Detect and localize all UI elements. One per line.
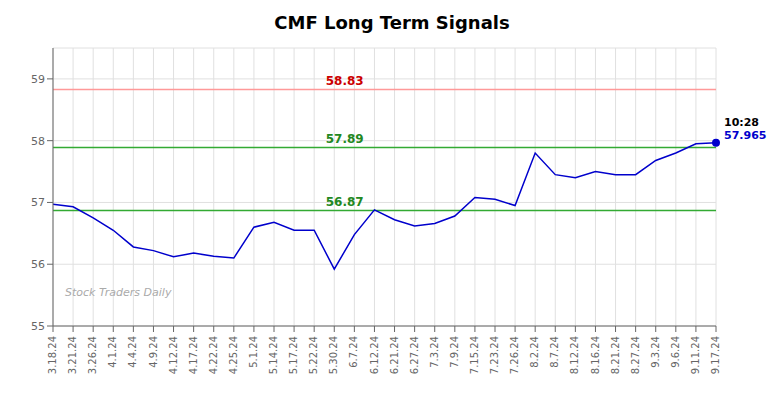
- svg-text:6.21.24: 6.21.24: [389, 336, 400, 374]
- svg-text:7.9.24: 7.9.24: [449, 336, 460, 368]
- svg-text:4.17.24: 4.17.24: [188, 336, 199, 374]
- svg-text:9.17.24: 9.17.24: [710, 336, 721, 374]
- svg-text:5.14.24: 5.14.24: [268, 336, 279, 374]
- svg-text:4.22.24: 4.22.24: [208, 336, 219, 374]
- svg-text:8.21.24: 8.21.24: [610, 336, 621, 374]
- svg-text:58: 58: [31, 135, 45, 148]
- svg-text:5.30.24: 5.30.24: [328, 336, 339, 374]
- svg-text:5.17.24: 5.17.24: [288, 336, 299, 374]
- svg-text:4.9.24: 4.9.24: [148, 336, 159, 368]
- svg-text:3.26.24: 3.26.24: [87, 336, 98, 374]
- html-text:CMF Long Term Signals: CMF Long Term Signals: [274, 12, 510, 33]
- svg-text:10:28: 10:28: [724, 116, 759, 129]
- svg-text:6.12.24: 6.12.24: [369, 336, 380, 374]
- svg-text:4.1.24: 4.1.24: [107, 336, 118, 368]
- svg-text:7.23.24: 7.23.24: [489, 336, 500, 374]
- svg-text:56: 56: [31, 258, 45, 271]
- svg-text:8.27.24: 8.27.24: [630, 336, 641, 374]
- svg-text:58.83: 58.83: [326, 74, 364, 88]
- svg-text:9.11.24: 9.11.24: [690, 336, 701, 374]
- svg-text:9.6.24: 9.6.24: [670, 336, 681, 368]
- svg-text:8.16.24: 8.16.24: [590, 336, 601, 374]
- svg-text:5.1.24: 5.1.24: [248, 336, 259, 368]
- svg-text:55: 55: [31, 320, 45, 333]
- svg-text:5.22.24: 5.22.24: [308, 336, 319, 374]
- svg-text:57: 57: [31, 196, 45, 209]
- svg-text:7.15.24: 7.15.24: [469, 336, 480, 374]
- svg-text:9.3.24: 9.3.24: [650, 336, 661, 368]
- svg-text:8.7.24: 8.7.24: [549, 336, 560, 368]
- svg-text:8.12.24: 8.12.24: [569, 336, 580, 374]
- svg-text:57.89: 57.89: [326, 132, 364, 146]
- html-text:Stock Traders Daily: Stock Traders Daily: [65, 286, 172, 299]
- svg-text:56.87: 56.87: [326, 195, 364, 209]
- svg-text:7.26.24: 7.26.24: [509, 336, 520, 374]
- svg-text:59: 59: [31, 73, 45, 86]
- svg-text:3.21.24: 3.21.24: [67, 336, 78, 374]
- svg-text:4.4.24: 4.4.24: [127, 336, 138, 368]
- svg-text:57.965: 57.965: [724, 129, 766, 142]
- svg-text:4.12.24: 4.12.24: [168, 336, 179, 374]
- svg-text:3.18.24: 3.18.24: [47, 336, 58, 374]
- svg-text:8.2.24: 8.2.24: [529, 336, 540, 368]
- svg-text:6.7.24: 6.7.24: [348, 336, 359, 368]
- svg-text:4.25.24: 4.25.24: [228, 336, 239, 374]
- svg-text:7.3.24: 7.3.24: [429, 336, 440, 368]
- svg-text:6.27.24: 6.27.24: [409, 336, 420, 374]
